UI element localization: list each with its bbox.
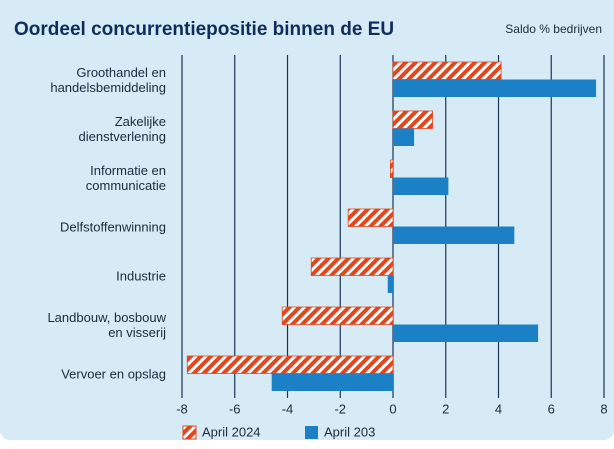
bar (393, 324, 539, 342)
bar (186, 355, 394, 374)
category-label: Groothandel en handelsbemiddeling (50, 64, 166, 95)
legend-swatch (305, 426, 318, 439)
x-tick-label: -6 (229, 401, 241, 416)
bar (392, 110, 433, 129)
x-tick-label: -8 (176, 401, 188, 416)
category-label: Industrie (116, 268, 166, 283)
bar (281, 306, 394, 325)
bar (310, 257, 394, 276)
category-label: Vervoer en opslag (61, 366, 166, 381)
bar (393, 79, 597, 97)
x-tick-label: 4 (495, 401, 502, 416)
bar (389, 159, 394, 178)
bar (393, 177, 449, 195)
x-tick-label: 0 (389, 401, 396, 416)
bar (393, 226, 515, 244)
category-label: Zakelijke dienstverlening (78, 113, 166, 144)
x-tick-label: 2 (442, 401, 449, 416)
legend-swatch (182, 425, 197, 440)
bar (393, 128, 415, 146)
category-label: Informatie en communicatie (85, 162, 166, 193)
category-label: Delfstoffenwinning (60, 219, 166, 234)
legend-label: April 203 (324, 424, 375, 439)
x-tick-label: -2 (334, 401, 346, 416)
legend-label: April 2024 (202, 424, 261, 439)
bar (347, 208, 394, 227)
x-tick-label: 8 (600, 401, 607, 416)
chart-subtitle: Saldo % bedrijven (505, 22, 602, 36)
category-label: Landbouw, bosbouw en visserij (47, 309, 166, 340)
x-tick-label: 6 (548, 401, 555, 416)
bar (392, 61, 502, 80)
bar (271, 373, 393, 391)
chart-title: Oordeel concurrentiepositie binnen de EU (14, 19, 394, 40)
x-tick-label: -4 (282, 401, 294, 416)
bar (387, 275, 393, 293)
